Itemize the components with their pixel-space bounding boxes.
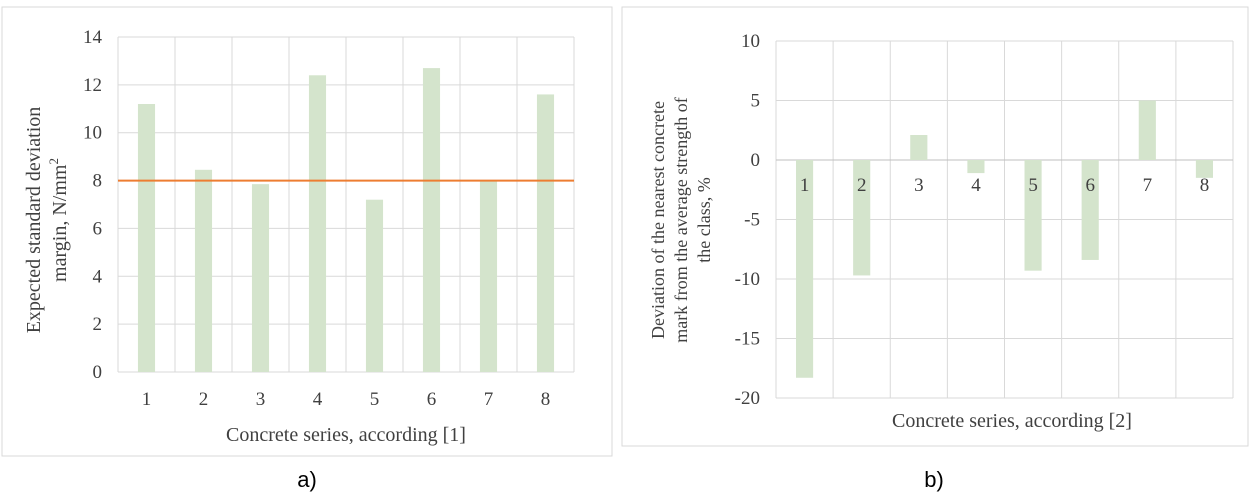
chart-a-y-tick-label: 14 — [83, 27, 103, 48]
chart-b: -20 -15 -10 -5 0 5 10 1 2 3 4 5 6 7 8 Concrete series… — [621, 6, 1249, 447]
chart-b-x-axis-title: Concrete series, according [2] — [892, 410, 1132, 432]
chart-a-ylabel-line2-text: margin, N/mm — [49, 164, 71, 282]
chart-b-bar-5 — [1024, 160, 1042, 271]
chart-b-bar-3 — [910, 135, 928, 160]
chart-a-x-ticks: 1 2 3 4 5 6 7 8 — [142, 389, 551, 410]
chart-b-bar-8 — [1195, 160, 1214, 178]
chart-b-y-tick-label: -15 — [735, 329, 760, 350]
chart-b-x-tick-label: 7 — [1143, 175, 1153, 196]
chart-b-x-tick-label: 2 — [857, 175, 867, 196]
chart-a-grid — [117, 36, 575, 373]
chart-b-bar-2 — [853, 160, 871, 276]
chart-a-y-tick-label: 8 — [93, 171, 103, 192]
chart-b-x-tick-label: 3 — [914, 175, 924, 196]
panel-label-a: a) — [297, 467, 317, 492]
chart-a-bar-6 — [422, 68, 441, 372]
chart-b-y-tick-label: 10 — [741, 31, 760, 52]
chart-a-y-tick-label: 10 — [83, 123, 102, 144]
chart-a-x-tick-label: 4 — [313, 389, 323, 410]
chart-b-y-tick-label: 0 — [751, 150, 761, 171]
chart-a-bar-1 — [137, 104, 156, 372]
chart-a-x-tick-label: 1 — [142, 389, 152, 410]
chart-a-bar-4 — [308, 75, 327, 373]
chart-b-x-tick-label: 8 — [1200, 175, 1210, 196]
chart-a-x-tick-label: 3 — [256, 389, 266, 410]
chart-b-ylabel-line3: the class, % — [694, 177, 714, 262]
chart-b-bars — [795, 100, 1214, 378]
chart-a-bars — [137, 68, 555, 373]
chart-a-y-tick-label: 12 — [83, 75, 102, 96]
chart-a-bar-7 — [479, 180, 498, 372]
chart-a-x-tick-label: 5 — [370, 389, 380, 410]
chart-b-ylabel-line1: Deviation of the nearest concrete — [648, 101, 668, 339]
chart-a-ylabel-line1: Expected standard deviation — [23, 107, 45, 334]
chart-a-x-tick-label: 8 — [541, 389, 551, 410]
panel-label-b: b) — [924, 467, 944, 492]
chart-a-x-tick-label: 7 — [484, 389, 494, 410]
chart-b-y-ticks: -20 -15 -10 -5 0 5 10 — [735, 31, 760, 409]
chart-a-y-axis-title: Expected standard deviation margin, N/mm… — [23, 107, 71, 334]
chart-a-y-tick-label: 2 — [93, 314, 103, 335]
chart-a-ylabel-superscript: 2 — [46, 158, 61, 165]
chart-b-bar-7 — [1138, 100, 1156, 160]
chart-b-y-tick-label: -20 — [735, 388, 760, 409]
chart-b-x-tick-label: 4 — [971, 175, 981, 196]
chart-a-x-tick-label: 2 — [199, 389, 209, 410]
chart-a-bar-5 — [365, 199, 384, 372]
chart-a-x-tick-label: 6 — [427, 389, 437, 410]
chart-b-bar-1 — [795, 160, 814, 378]
chart-b-grid — [775, 40, 1234, 399]
chart-a-ylabel-line2: margin, N/mm2 — [46, 158, 71, 282]
chart-a-bar-2 — [194, 169, 213, 372]
chart-a-frame — [1, 6, 613, 457]
chart-a-y-tick-label: 4 — [93, 266, 103, 287]
chart-b-y-tick-label: -5 — [744, 210, 760, 231]
chart-a-bar-3 — [251, 184, 270, 372]
chart-a-y-ticks: 0 2 4 6 8 10 12 14 — [83, 27, 103, 383]
chart-b-y-tick-label: 5 — [751, 91, 761, 112]
chart-b-ylabel-line2: mark from the average strength of — [671, 97, 691, 342]
chart-a-x-axis-title: Concrete series, according [1] — [226, 424, 466, 446]
chart-b-x-ticks: 1 2 3 4 5 6 7 8 — [800, 175, 1209, 196]
chart-b-frame — [621, 6, 1249, 447]
chart-b-bar-4 — [967, 160, 985, 174]
chart-b-bar-6 — [1081, 160, 1099, 260]
chart-a-y-tick-label: 6 — [93, 218, 103, 239]
chart-b-x-tick-label: 1 — [800, 175, 810, 196]
chart-b-y-tick-label: -10 — [735, 269, 760, 290]
chart-a-bar-8 — [536, 94, 555, 372]
chart-b-y-axis-title: Deviation of the nearest concrete mark f… — [648, 97, 714, 342]
chart-b-x-tick-label: 6 — [1085, 175, 1095, 196]
chart-a-y-tick-label: 0 — [93, 362, 103, 383]
chart-b-x-tick-label: 5 — [1028, 175, 1038, 196]
